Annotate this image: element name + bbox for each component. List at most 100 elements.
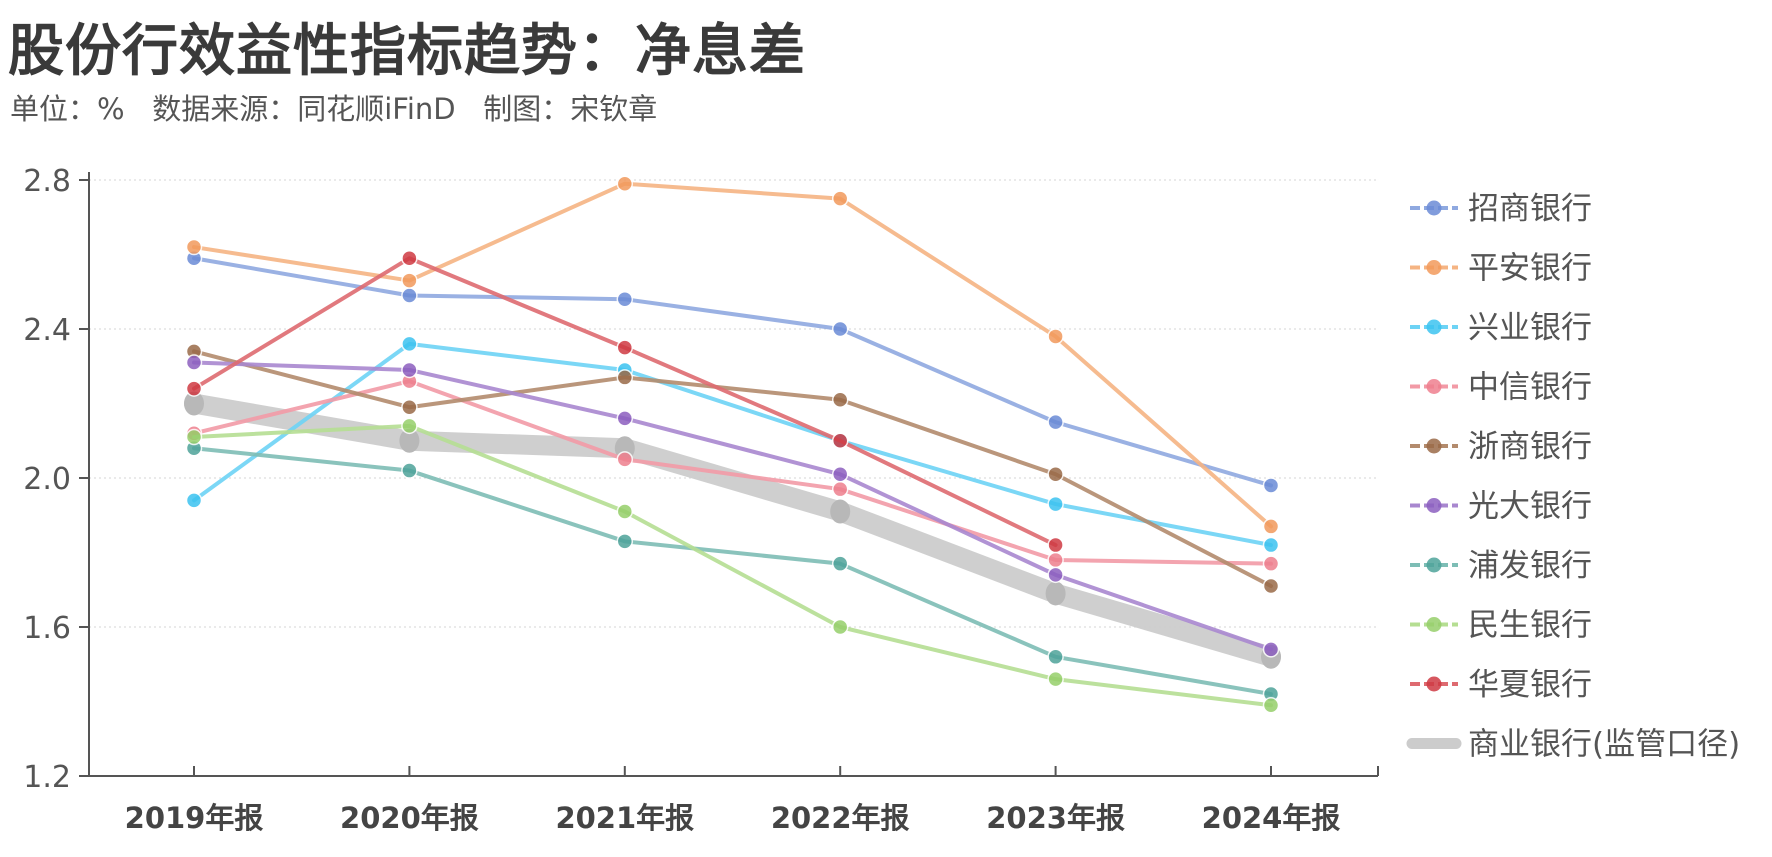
data-point [616,339,634,356]
series-招商银行 [185,249,1280,494]
legend-marker [1426,200,1442,216]
data-point [185,428,203,446]
data-point [830,499,851,524]
series-line [192,423,1273,708]
data-point [616,410,634,427]
series-line [192,360,1273,652]
legend-item: 光大银行 [1410,489,1592,525]
legend-marker [1426,557,1442,573]
y-tick-label: 1.2 [23,760,71,795]
series-line [192,446,1273,697]
data-point [1047,536,1064,554]
data-point [616,290,634,308]
data-point [401,335,418,353]
data-point [831,466,849,483]
data-point [616,451,634,468]
legend-label: 华夏银行 [1468,667,1592,703]
data-point [185,238,203,256]
data-point [1262,577,1280,595]
data-point [831,618,849,636]
legend-label: 浦发银行 [1468,548,1592,584]
data-point [401,287,418,304]
legend-item: 华夏银行 [1410,667,1592,703]
series-line [192,379,1273,566]
legend-label: 浙商银行 [1468,429,1592,465]
data-point [1047,466,1064,483]
data-point [401,462,418,479]
data-point [401,272,418,289]
data-point [616,533,634,550]
y-tick-label: 2.0 [23,462,71,497]
data-point [1262,536,1280,554]
legend-item: 浙商银行 [1410,429,1592,465]
data-point [1047,495,1064,513]
series-line [192,349,1273,589]
data-point [1262,518,1280,535]
series-华夏银行 [185,249,1064,554]
legend-item: 招商银行 [1410,191,1592,227]
data-point [1045,581,1066,606]
series-商业银行(监管口径) [184,391,1281,669]
data-point [831,320,849,338]
series-光大银行 [185,354,1280,658]
data-point [831,432,849,449]
legend-marker [1426,498,1442,513]
legend-label: 中信银行 [1468,370,1592,406]
data-point [831,391,849,409]
legend-marker [1426,260,1442,275]
data-point [1262,477,1280,494]
series-浦发银行 [185,439,1280,703]
data-point [616,175,634,192]
legend-marker [1426,438,1442,454]
data-point [831,480,849,498]
data-point [1047,566,1064,584]
x-tick-label: 2022年报 [771,801,910,835]
legend-label: 民生银行 [1468,608,1592,644]
legend-item: 中信银行 [1410,370,1592,406]
data-point [1047,551,1064,569]
data-point [1262,555,1280,572]
y-tick-label: 2.8 [23,164,71,199]
data-point [616,503,634,520]
legend-marker [1426,617,1442,632]
x-tick-label: 2019年报 [125,801,264,835]
legend-label: 兴业银行 [1468,310,1592,346]
data-point [401,398,418,416]
series-民生银行 [185,417,1280,714]
data-point [1047,413,1064,431]
series-浙商银行 [185,343,1280,595]
legend-item: 商业银行(监管口径) [1406,727,1740,763]
series-平安银行 [185,175,1280,535]
legend-label: 平安银行 [1468,251,1592,287]
data-point [185,380,203,397]
data-point [1047,670,1064,688]
legend-label: 光大银行 [1468,489,1592,525]
series-line [192,256,1273,488]
legend-label: 商业银行(监管口径) [1468,727,1740,763]
data-point [1262,696,1280,714]
data-point [1262,641,1280,658]
legend-item: 浦发银行 [1410,548,1592,584]
legend-item: 兴业银行 [1410,310,1592,346]
data-point [185,354,203,371]
chart-title: 股份行效益性指标趋势：净息差 [8,19,806,84]
x-tick-label: 2024年报 [1202,801,1341,835]
chart-subtitle: 单位：% 数据来源：同花顺iFinD 制图：宋钦章 [10,92,658,126]
data-point [401,417,418,435]
series-line [184,393,1281,667]
y-tick-label: 2.4 [23,313,71,348]
data-point [184,391,204,416]
data-point [616,369,634,386]
x-tick-label: 2021年报 [555,801,694,835]
legend-item: 平安银行 [1410,251,1592,287]
data-point [401,361,418,379]
legend-marker [1426,676,1442,692]
x-tick-label: 2020年报 [340,801,479,835]
data-point [401,249,418,267]
legend-marker [1426,319,1442,335]
x-tick-label: 2023年报 [986,801,1125,835]
y-tick-label: 1.6 [23,611,71,646]
data-point [1047,328,1064,345]
data-point [831,190,849,207]
